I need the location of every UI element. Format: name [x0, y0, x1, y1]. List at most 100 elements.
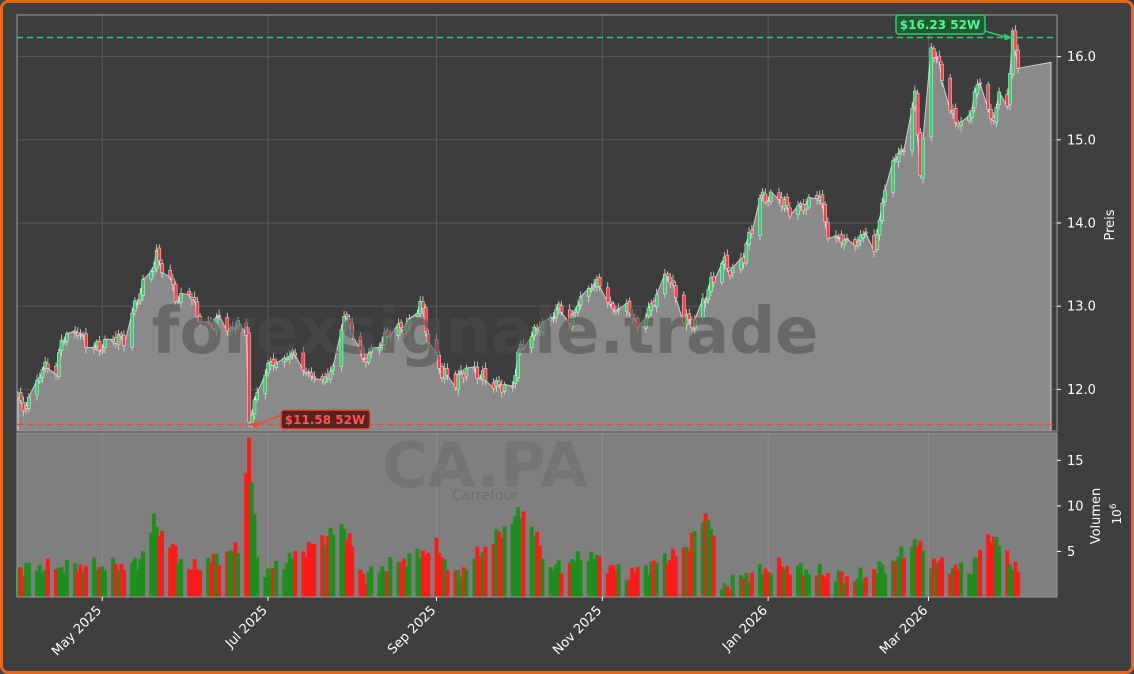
price-tick-label: 16.0 — [1067, 50, 1096, 65]
candle — [464, 364, 469, 382]
x-tick-label: May 2025 — [49, 603, 105, 659]
candle-body-down — [301, 352, 306, 371]
candle-body-up — [415, 312, 420, 318]
candle — [130, 307, 134, 351]
candle-body-up — [288, 356, 292, 360]
candle-body-up — [152, 266, 156, 272]
volume-bar-down — [225, 551, 230, 597]
candle — [725, 249, 730, 272]
volume-bar-down — [978, 549, 983, 597]
candle — [133, 297, 137, 317]
volume-bar-up — [874, 573, 879, 597]
volume-bar-down — [461, 567, 466, 597]
volume-bar-down — [690, 533, 694, 597]
candle-body-down — [682, 294, 686, 324]
volume-bar-up — [494, 529, 499, 597]
candle-body-up — [65, 333, 69, 342]
volume-bar-down — [45, 558, 50, 597]
candle — [959, 116, 963, 132]
candle — [62, 336, 66, 346]
candle — [986, 81, 990, 112]
volume-bar-up — [972, 557, 977, 597]
volume-bar-down — [173, 545, 178, 597]
volume-bar-up — [959, 562, 964, 597]
volume-bar-down — [247, 437, 252, 597]
candle — [937, 50, 942, 66]
volume-bar-down — [839, 571, 844, 597]
candle — [233, 322, 238, 335]
volume-bar-down — [823, 577, 828, 597]
candle-body-up — [502, 384, 507, 392]
candle — [910, 102, 914, 156]
candle-body-up — [649, 303, 653, 311]
volume-bar-down — [434, 537, 439, 597]
volume-bar-up — [26, 562, 31, 597]
candle — [97, 335, 102, 356]
candle — [1016, 44, 1020, 74]
volume-bar-up — [921, 550, 926, 597]
candle-body-up — [116, 334, 121, 346]
volume-bar-down — [192, 559, 197, 597]
volume-bar-down — [670, 548, 675, 597]
price-axis-label: Preis — [1103, 209, 1118, 240]
candle-body-up — [551, 317, 556, 320]
candle-body-down — [711, 276, 716, 283]
candle-body-down — [673, 285, 678, 298]
volume-bar-down — [1016, 572, 1021, 597]
volume-bar-down — [872, 569, 877, 597]
candle-body-up — [540, 322, 545, 333]
volume-bar-up — [643, 565, 648, 597]
candle-body-up — [59, 339, 64, 352]
volume-bar-down — [766, 571, 771, 597]
candle — [388, 329, 393, 343]
candle — [654, 288, 659, 313]
volume-bar-down — [711, 535, 716, 597]
volume-bar-up — [594, 555, 599, 597]
candle — [597, 273, 602, 291]
volume-unit-exponent: 6 — [1109, 503, 1119, 509]
candle-body-down — [864, 231, 868, 234]
candle — [673, 281, 678, 304]
x-tick-label: Nov 2025 — [550, 603, 605, 658]
volume-bar-up — [975, 557, 980, 597]
volume-bar-up — [94, 570, 99, 597]
candle-body-down — [225, 317, 230, 332]
candle — [663, 268, 667, 298]
volume-bar-up — [589, 551, 594, 597]
volume-bar-up — [513, 516, 518, 597]
candle — [100, 344, 104, 355]
candle — [744, 241, 749, 266]
candle-body-down — [750, 230, 754, 234]
volume-bar-up — [967, 573, 972, 597]
volume-bar-down — [940, 557, 945, 597]
volume-bar-up — [757, 564, 762, 597]
candle — [59, 334, 64, 357]
volume-bar-down — [893, 561, 898, 597]
candle-body-up — [323, 376, 327, 383]
candle-body-down — [233, 327, 238, 330]
candle — [255, 387, 259, 403]
candle-body-down — [1013, 30, 1018, 52]
volume-bar-down — [1013, 561, 1018, 597]
candle — [972, 87, 977, 113]
candle-body-up — [807, 197, 811, 208]
volume-bar-up — [575, 551, 580, 597]
volume-bar-up — [464, 570, 469, 597]
candle — [187, 287, 191, 299]
candle — [73, 325, 77, 339]
volume-bar-up — [418, 557, 423, 597]
candle-body-down — [1016, 49, 1020, 69]
candle-body-down — [826, 222, 830, 240]
volume-bar-down — [1005, 550, 1010, 597]
candle — [750, 224, 754, 238]
candle — [301, 346, 306, 376]
candle — [497, 375, 501, 388]
volume-bar-down — [687, 550, 692, 597]
volume-bar-down — [168, 547, 173, 597]
volume-bar-up — [252, 514, 257, 597]
volume-bar-down — [312, 543, 317, 597]
volume-bar-up — [456, 569, 461, 597]
volume-bar-up — [130, 562, 135, 597]
volume-bar-up — [342, 528, 347, 597]
candle — [345, 311, 349, 323]
